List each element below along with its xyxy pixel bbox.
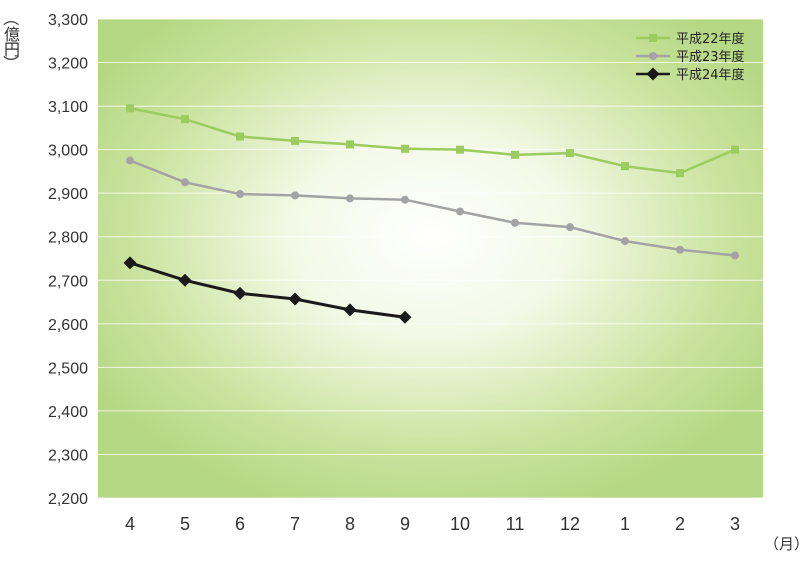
data-point [621,237,629,246]
data-point [233,286,247,300]
data-point [731,251,739,260]
y-tick-label: 3,000 [48,143,88,160]
y-axis-label-char: 億 [4,25,21,44]
data-point [178,273,192,287]
legend-entry: 平成24年度 [636,67,745,83]
data-point [346,140,354,149]
legend-entry: 平成22年度 [636,31,745,47]
y-tick-label: 2,500 [48,360,88,377]
x-tick-label: 3 [730,514,740,534]
x-tick-label: 2 [675,514,685,534]
data-point [126,156,134,165]
data-point [401,195,409,204]
x-tick-label: 7 [290,514,300,534]
x-axis-label: （月） [764,535,807,553]
data-point [456,207,464,216]
legend-label: 平成23年度 [676,49,745,65]
data-point [291,136,299,145]
data-point [676,169,684,178]
x-tick-label: 12 [560,514,580,534]
x-tick-label: 11 [506,514,525,534]
y-tick-label: 2,300 [48,447,88,464]
data-point [401,144,409,153]
series-1 [126,104,739,178]
y-axis-label-char: ） [1,54,21,72]
data-point [288,292,302,306]
x-tick-label: 5 [180,514,190,534]
legend-label: 平成22年度 [676,31,745,47]
data-point [343,303,357,317]
y-tick-label: 2,600 [48,317,88,334]
x-tick-label: 1 [620,514,630,534]
series-line [129,159,736,257]
y-axis-label-char: 円 [4,40,21,59]
legend-marker [649,52,657,60]
data-point [676,245,684,254]
data-point [181,115,189,124]
legend-entry: 平成23年度 [636,49,745,65]
data-point [346,194,354,203]
legend-marker [646,67,660,81]
y-tick-label: 3,200 [48,56,88,73]
y-tick-label: 2,400 [48,404,88,421]
data-point [398,310,412,324]
y-tick-label: 2,700 [48,273,88,290]
x-tick-label: 4 [125,514,135,534]
y-tick-label: 2,800 [48,230,88,247]
x-tick-label: 8 [345,514,355,534]
data-point [291,191,299,200]
series-line [129,107,736,175]
data-point [123,256,137,270]
data-point [236,132,244,141]
y-tick-label: 2,900 [48,186,88,203]
x-tick-label: 10 [450,514,470,534]
data-point [566,149,574,158]
data-point [456,145,464,154]
y-tick-label: 3,100 [48,99,88,116]
series-3 [123,256,412,324]
y-tick-label: 3,300 [48,12,88,29]
legend-label: 平成24年度 [676,67,745,83]
data-point [621,162,629,171]
data-point [511,218,519,227]
plot-background [98,19,763,498]
legend-marker [649,34,657,42]
data-point [181,178,189,187]
series-line [129,261,406,319]
x-tick-label: 6 [235,514,245,534]
data-point [126,104,134,113]
series-2 [126,156,739,260]
x-tick-label: 9 [400,514,410,534]
data-point [236,190,244,199]
data-point [511,150,519,159]
y-tick-label: 2,200 [48,491,88,508]
data-point [731,145,739,154]
data-point [566,223,574,232]
